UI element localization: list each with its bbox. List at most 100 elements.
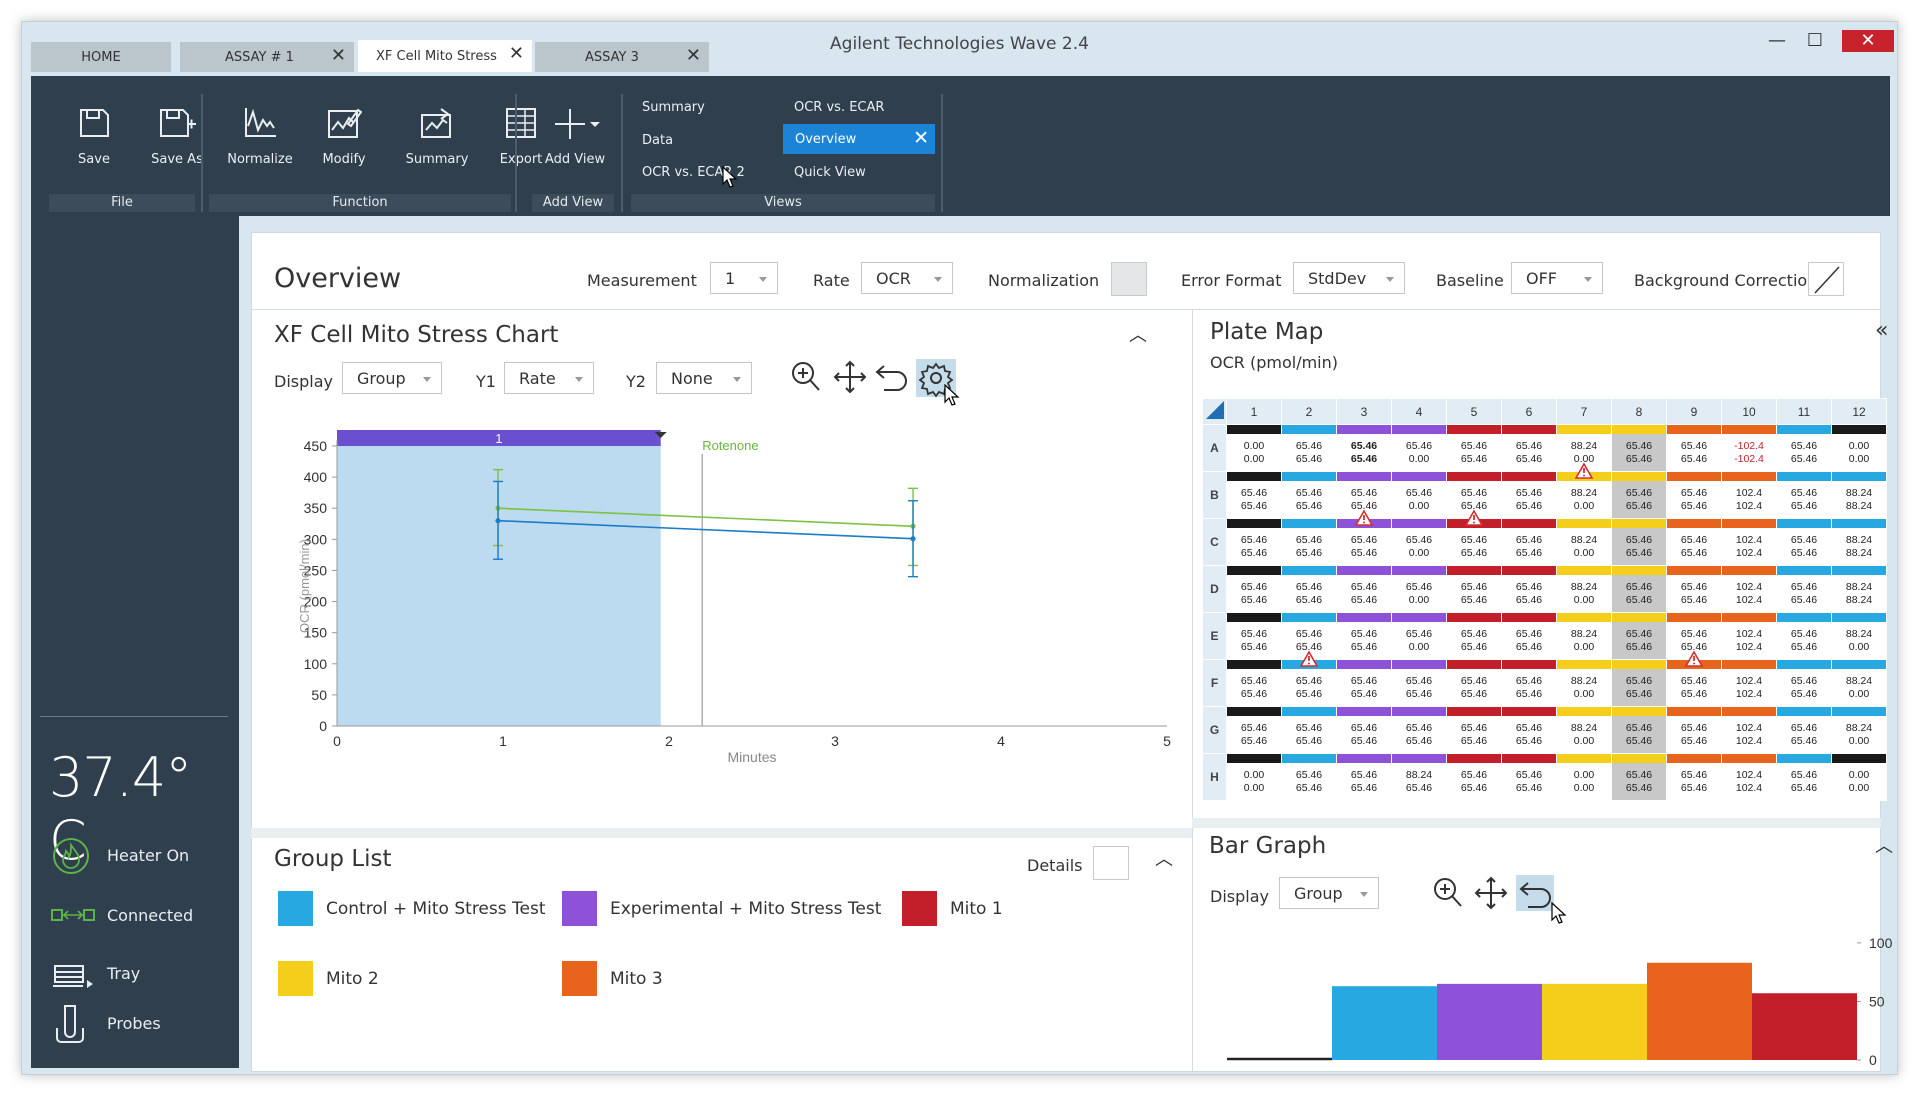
plate-well[interactable]: 65.46 0.00 — [1391, 471, 1447, 519]
bar-display-dropdown[interactable]: Group — [1279, 877, 1379, 909]
plate-well[interactable]: 65.46 65.46 — [1611, 565, 1667, 613]
plate-well[interactable]: 65.46 65.46 — [1336, 706, 1392, 754]
plate-well[interactable]: 65.46 65.46 — [1226, 706, 1282, 754]
plate-well[interactable]: 102.4 102.4 — [1721, 612, 1777, 660]
plate-well[interactable]: 0.00 0.00 — [1556, 753, 1612, 801]
plate-row-header[interactable]: D — [1202, 565, 1227, 613]
plate-well[interactable]: 65.46 65.46 — [1336, 753, 1392, 801]
tab-xf-cell-mito-stress[interactable]: XF Cell Mito Stress ✕ — [358, 40, 532, 72]
plate-well[interactable]: 65.46 65.46 — [1611, 706, 1667, 754]
pan-icon[interactable] — [1474, 876, 1508, 910]
plate-well[interactable]: 65.46 65.46 — [1226, 565, 1282, 613]
plate-well[interactable]: 102.4 102.4 — [1721, 706, 1777, 754]
maximize-button[interactable]: ☐ — [1806, 30, 1824, 51]
plate-well[interactable]: 88.24 0.00 — [1556, 659, 1612, 707]
plate-column-header[interactable]: 12 — [1831, 398, 1887, 425]
plate-well[interactable]: 65.46 65.46 — [1226, 518, 1282, 566]
plate-well[interactable]: 65.46 65.46 — [1281, 706, 1337, 754]
plate-well[interactable]: 65.46 0.00 — [1391, 424, 1447, 472]
modify-button[interactable]: Modify — [309, 106, 379, 167]
plate-well[interactable]: 88.24 0.00 — [1556, 706, 1612, 754]
plate-well[interactable]: 88.24 88.24 — [1831, 518, 1887, 566]
measurement-dropdown[interactable]: 1 — [710, 262, 778, 294]
plate-well[interactable]: 65.46 65.46 — [1611, 659, 1667, 707]
export-button[interactable]: Export — [486, 106, 556, 167]
plate-well[interactable]: 65.46 0.00 — [1391, 612, 1447, 660]
plate-well[interactable]: 65.46 65.46 — [1281, 424, 1337, 472]
close-icon[interactable]: ✕ — [913, 127, 929, 149]
rate-dropdown[interactable]: OCR — [861, 262, 953, 294]
error-format-dropdown[interactable]: StdDev — [1293, 262, 1405, 294]
plate-well[interactable]: 65.46 65.46 — [1666, 565, 1722, 613]
group-name[interactable]: Mito 1 — [950, 899, 1003, 919]
summary-button[interactable]: Summary — [397, 106, 477, 167]
close-window-button[interactable]: ✕ — [1842, 30, 1894, 52]
plate-well[interactable]: 88.24 88.24 — [1831, 565, 1887, 613]
plate-well[interactable]: 65.46 65.46 — [1611, 612, 1667, 660]
collapse-left-icon[interactable]: « — [1875, 318, 1889, 343]
plate-column-header[interactable]: 3 — [1336, 398, 1392, 425]
plate-well[interactable]: 65.46 65.46 — [1281, 612, 1337, 667]
plate-column-header[interactable]: 7 — [1556, 398, 1612, 425]
group-color-swatch[interactable] — [278, 961, 313, 996]
view-ocr-ecar-2[interactable]: OCR vs. ECAR 2 — [642, 165, 745, 180]
plate-well[interactable]: 65.46 65.46 — [1226, 659, 1282, 707]
plate-well[interactable]: 65.46 65.46 — [1226, 612, 1282, 660]
tab-assay-1[interactable]: ASSAY # 1 ✕ — [180, 42, 354, 72]
plate-well[interactable]: 65.46 65.46 — [1281, 565, 1337, 613]
plate-well[interactable]: 65.46 65.46 — [1281, 659, 1337, 707]
plate-well[interactable]: 65.46 65.46 — [1776, 518, 1832, 566]
plate-well[interactable]: 102.4 102.4 — [1721, 518, 1777, 566]
plate-well[interactable]: 88.24 0.00 — [1556, 424, 1612, 479]
plate-well[interactable]: 65.46 65.46 — [1336, 612, 1392, 660]
tray-button[interactable]: Tray — [51, 956, 231, 992]
plate-well[interactable]: 102.4 102.4 — [1721, 753, 1777, 801]
group-name[interactable]: Control + Mito Stress Test — [326, 899, 546, 919]
group-color-swatch[interactable] — [278, 891, 313, 926]
minimize-button[interactable]: — — [1768, 30, 1786, 51]
plate-well[interactable]: 65.46 65.46 — [1446, 471, 1502, 526]
plate-well[interactable]: 88.24 65.46 — [1391, 753, 1447, 801]
plate-row-header[interactable]: E — [1202, 612, 1227, 660]
plate-well[interactable]: 0.00 0.00 — [1226, 424, 1282, 472]
plate-well[interactable]: 65.46 65.46 — [1446, 565, 1502, 613]
plate-well[interactable]: 88.24 0.00 — [1556, 612, 1612, 660]
plate-well[interactable]: 88.24 0.00 — [1556, 471, 1612, 519]
plate-well[interactable]: 65.46 65.46 — [1336, 471, 1392, 526]
collapse-chevron-icon[interactable]: ︿ — [1129, 325, 1147, 346]
plate-well[interactable]: 65.46 65.46 — [1611, 753, 1667, 801]
plate-well[interactable]: 0.00 0.00 — [1831, 753, 1887, 801]
group-name[interactable]: Experimental + Mito Stress Test — [610, 899, 882, 919]
group-color-swatch[interactable] — [902, 891, 937, 926]
plate-well[interactable]: 65.46 65.46 — [1776, 659, 1832, 707]
plate-well[interactable]: 65.46 65.46 — [1391, 659, 1447, 707]
plate-well[interactable]: 65.46 65.46 — [1501, 706, 1557, 754]
plate-well[interactable]: 88.24 0.00 — [1831, 706, 1887, 754]
background-correction-checkbox[interactable] — [1808, 262, 1844, 296]
plate-well[interactable]: 65.46 65.46 — [1281, 518, 1337, 566]
undo-icon[interactable] — [874, 360, 910, 394]
plate-well[interactable]: 65.46 65.46 — [1611, 471, 1667, 519]
plate-column-header[interactable]: 9 — [1666, 398, 1722, 425]
plate-well[interactable]: 102.4 102.4 — [1721, 659, 1777, 707]
plate-well[interactable]: 65.46 65.46 — [1666, 471, 1722, 519]
plate-well[interactable]: 88.24 88.24 — [1831, 471, 1887, 519]
plate-well[interactable]: 65.46 65.46 — [1226, 471, 1282, 519]
pan-icon[interactable] — [833, 360, 867, 394]
baseline-dropdown[interactable]: OFF — [1511, 262, 1603, 294]
view-data[interactable]: Data — [642, 133, 674, 148]
undo-button[interactable] — [1516, 875, 1554, 911]
plate-row-header[interactable]: H — [1202, 753, 1227, 801]
plate-well[interactable]: 65.46 65.46 — [1611, 518, 1667, 566]
close-icon[interactable]: ✕ — [508, 43, 524, 64]
plate-well[interactable]: 65.46 65.46 — [1336, 424, 1392, 472]
plate-well[interactable]: 65.46 65.46 — [1501, 659, 1557, 707]
plate-well[interactable]: 65.46 65.46 — [1446, 706, 1502, 754]
plate-row-header[interactable]: G — [1202, 706, 1227, 754]
group-name[interactable]: Mito 3 — [610, 969, 663, 989]
zoom-in-icon[interactable] — [790, 360, 822, 394]
plate-well[interactable]: 88.24 0.00 — [1831, 659, 1887, 707]
tab-home[interactable]: HOME — [31, 42, 171, 72]
plate-column-header[interactable]: 11 — [1776, 398, 1832, 425]
plate-well[interactable]: 65.46 65.46 — [1281, 753, 1337, 801]
